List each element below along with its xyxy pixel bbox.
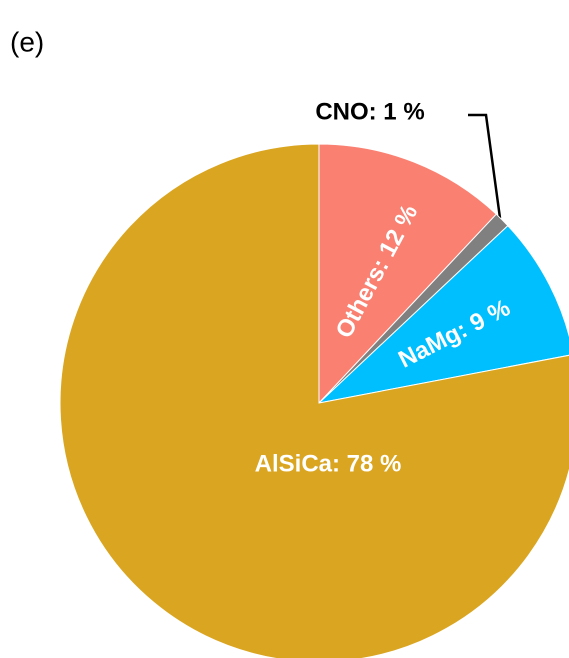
pie-slice <box>317 224 569 404</box>
panel-label: (e) <box>10 26 44 57</box>
slice-label: AlSiCa: 78 % <box>255 450 402 477</box>
pie-slice <box>59 143 569 658</box>
slice-label: CNO: 1 % <box>315 98 424 125</box>
leader-line <box>468 113 502 219</box>
pie-slice <box>318 143 498 405</box>
